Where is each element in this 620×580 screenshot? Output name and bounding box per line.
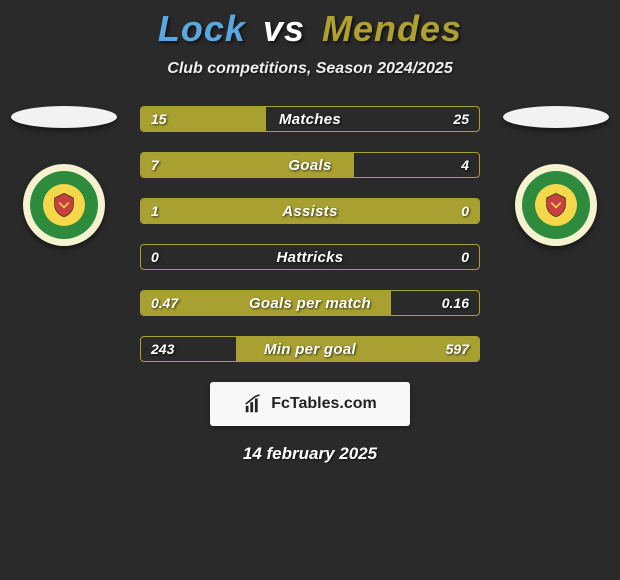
left-side [4,106,124,246]
brand-label: FcTables.com [271,395,377,413]
player1-name: Lock [158,8,246,49]
stat-label: Matches [141,107,479,131]
page-title: Lock vs Mendes [0,0,620,50]
player2-name: Mendes [322,8,462,49]
footer-date: 14 february 2025 [0,444,620,464]
player2-club-crest [515,164,597,246]
comparison-bars: 1525Matches 74Goals 10Assists 00Hattricks 0.… [140,106,480,362]
stat-row: 0.470.16Goals per match [140,290,480,316]
comparison-section: 1525Matches 74Goals 10Assists 00Hattricks 0.… [0,106,620,362]
crest-shield-icon [50,191,78,219]
stat-row: 243597Min per goal [140,336,480,362]
chart-icon [243,393,265,415]
brand-badge[interactable]: FcTables.com [210,382,410,426]
stat-label: Assists [141,199,479,223]
stat-row: 1525Matches [140,106,480,132]
crest-shield-icon [542,191,570,219]
player1-silhouette [11,106,117,128]
stat-label: Goals per match [141,291,479,315]
stat-label: Hattricks [141,245,479,269]
stat-row: 00Hattricks [140,244,480,270]
stat-row: 10Assists [140,198,480,224]
subtitle: Club competitions, Season 2024/2025 [0,60,620,78]
right-side [496,106,616,246]
stat-label: Goals [141,153,479,177]
player2-silhouette [503,106,609,128]
stat-label: Min per goal [141,337,479,361]
stat-row: 74Goals [140,152,480,178]
vs-text: vs [263,8,305,49]
player1-club-crest [23,164,105,246]
